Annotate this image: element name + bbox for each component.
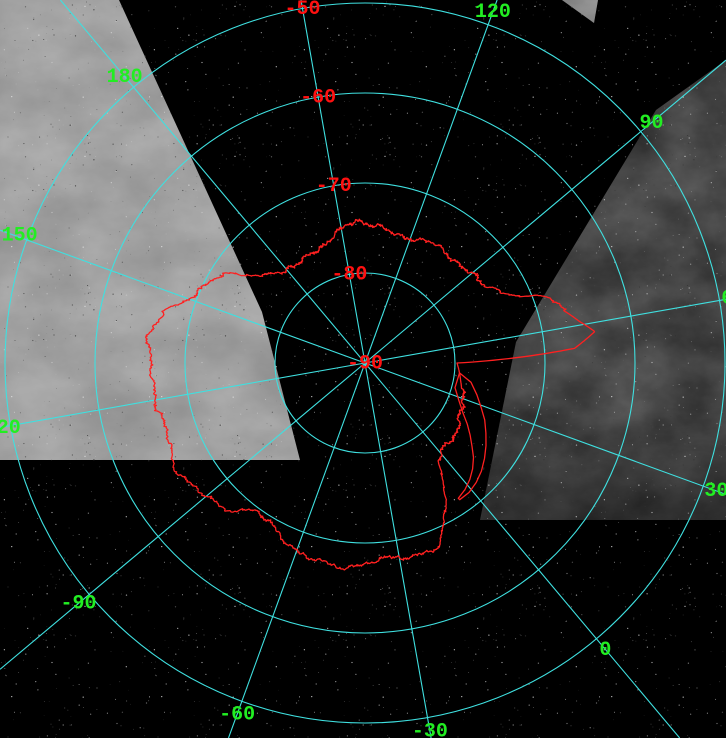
svg-text:-90: -90 [347, 352, 383, 375]
svg-text:90: 90 [639, 112, 663, 135]
svg-text:120: 120 [475, 1, 511, 24]
svg-text:60: 60 [721, 287, 726, 310]
svg-text:-120: -120 [0, 417, 21, 440]
svg-text:-60: -60 [300, 86, 336, 109]
svg-text:-90: -90 [60, 593, 96, 616]
svg-text:-80: -80 [331, 264, 367, 287]
svg-text:-30: -30 [412, 721, 448, 738]
svg-text:0: 0 [599, 639, 611, 662]
svg-text:-70: -70 [316, 175, 352, 198]
svg-text:180: 180 [107, 66, 143, 89]
svg-text:30: 30 [704, 480, 726, 503]
svg-text:-50: -50 [284, 0, 320, 21]
svg-text:-150: -150 [0, 224, 38, 247]
svg-text:-60: -60 [219, 704, 255, 727]
